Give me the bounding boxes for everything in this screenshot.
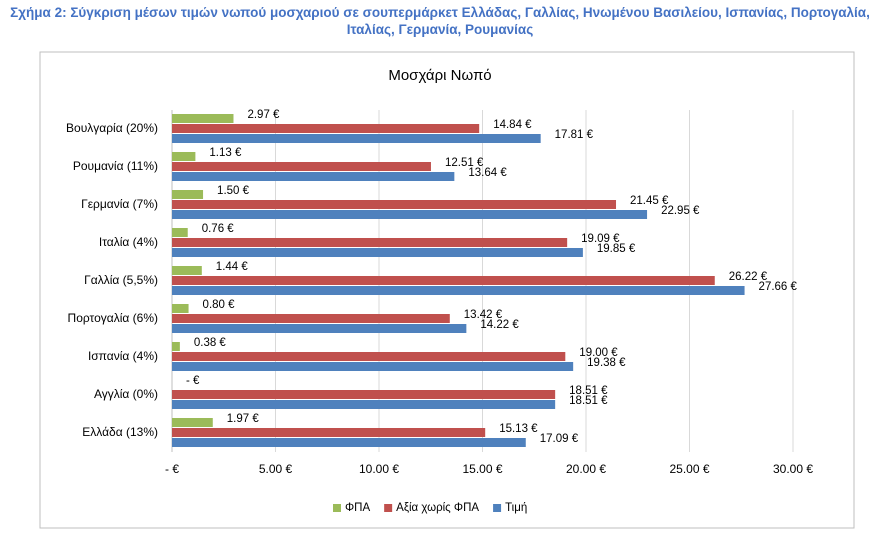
value-label: 13.42 €	[464, 309, 503, 321]
value-label: 18.51 €	[569, 395, 608, 407]
value-label: 19.85 €	[597, 243, 636, 255]
y-tick-label: Αγγλία (0%)	[94, 387, 158, 401]
legend-swatch	[384, 504, 393, 512]
y-tick-label: Πορτογαλία (6%)	[68, 311, 158, 325]
bar	[172, 210, 648, 219]
bar	[172, 390, 556, 399]
y-tick-label: Ελλάδα (13%)	[82, 425, 158, 439]
bar	[172, 342, 180, 351]
value-label: 19.09 €	[581, 233, 620, 245]
bar	[172, 352, 566, 361]
x-tick-label: 25.00 €	[669, 462, 709, 476]
value-label: 17.81 €	[555, 129, 594, 141]
bar	[172, 418, 213, 427]
value-label: 13.64 €	[468, 167, 507, 179]
chart-border	[39, 51, 855, 529]
value-label: 1.13 €	[209, 147, 242, 159]
y-tick-label: Γερμανία (7%)	[81, 197, 158, 211]
bar	[172, 266, 202, 275]
bar	[172, 438, 526, 447]
value-label: 18.51 €	[569, 385, 608, 397]
bar	[172, 400, 556, 409]
chart-title: Μοσχάρι Νωπό	[388, 67, 491, 84]
value-label: 21.45 €	[630, 195, 669, 207]
value-label: 15.13 €	[499, 423, 538, 435]
bar	[172, 190, 204, 199]
y-tick-label: Γαλλία (5,5%)	[84, 273, 158, 287]
bar	[172, 172, 455, 181]
y-tick-label: Βουλγαρία (20%)	[66, 121, 158, 135]
value-label: 12.51 €	[445, 157, 484, 169]
value-label: 1.50 €	[217, 185, 250, 197]
value-label: 14.22 €	[480, 319, 519, 331]
figure-caption: Σχήμα 2: Σύγκριση μέσων τιμών νωπού μοσχ…	[10, 5, 870, 37]
bar	[172, 228, 188, 237]
bar	[172, 286, 745, 295]
value-label: 19.00 €	[579, 347, 618, 359]
bar	[172, 152, 196, 161]
y-tick-label: Ισπανία (4%)	[88, 349, 158, 363]
value-label: 0.80 €	[203, 299, 236, 311]
y-tick-label: Ρουμανία (11%)	[73, 159, 158, 173]
bar	[172, 362, 574, 371]
bar	[172, 428, 486, 437]
y-tick-label: Ιταλία (4%)	[99, 235, 158, 249]
x-tick-label: 5.00 €	[259, 462, 293, 476]
value-label: 0.38 €	[194, 337, 227, 349]
value-label: 19.38 €	[587, 357, 626, 369]
value-label: 0.76 €	[202, 223, 235, 235]
bar	[172, 124, 480, 133]
bar	[172, 238, 568, 247]
bar	[172, 248, 583, 257]
bar	[172, 162, 431, 171]
value-label: 26.22 €	[729, 271, 768, 283]
x-tick-label: 30.00 €	[773, 462, 813, 476]
bar	[172, 114, 234, 123]
value-label: 2.97 €	[247, 109, 280, 121]
bar	[172, 304, 189, 313]
value-label: 22.95 €	[661, 205, 700, 217]
value-label: 1.97 €	[227, 413, 260, 425]
x-tick-label: 15.00 €	[462, 462, 502, 476]
bar	[172, 200, 617, 209]
legend-swatch	[493, 504, 502, 512]
value-label: 27.66 €	[759, 281, 798, 293]
x-tick-label: - €	[165, 462, 179, 476]
legend-label: Αξία χωρίς ΦΠΑ	[396, 502, 479, 514]
legend-swatch	[333, 504, 341, 512]
value-label: - €	[186, 375, 200, 387]
x-tick-label: 10.00 €	[359, 462, 399, 476]
legend-label: Τιμή	[505, 502, 527, 514]
value-label: 17.09 €	[540, 433, 579, 445]
bar	[172, 314, 450, 323]
value-label: 1.44 €	[216, 261, 249, 273]
bar	[172, 324, 467, 333]
legend-label: ΦΠΑ	[345, 502, 370, 514]
bar	[172, 276, 715, 285]
x-tick-label: 20.00 €	[566, 462, 606, 476]
bar	[172, 134, 541, 143]
value-label: 14.84 €	[493, 119, 532, 131]
